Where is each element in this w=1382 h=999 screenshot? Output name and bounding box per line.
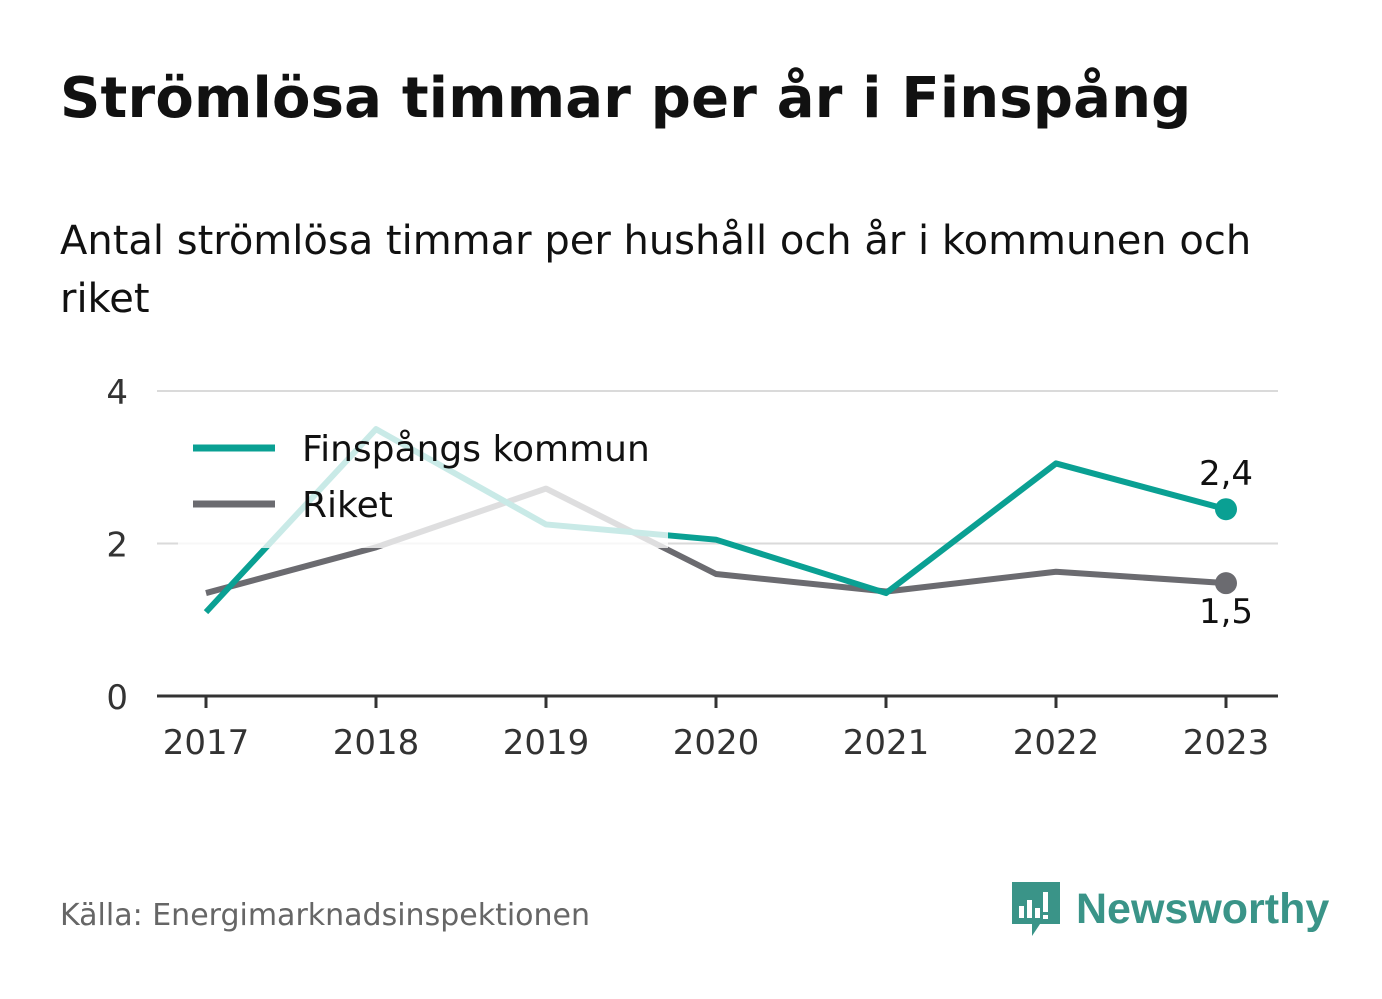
newsworthy-logo-icon	[1012, 882, 1060, 936]
x-tick-label: 2019	[503, 723, 590, 763]
data-label: 1,5	[1199, 592, 1253, 632]
x-tick-label: 2018	[333, 723, 420, 763]
brand-logo[interactable]: Newsworthy	[1010, 878, 1329, 940]
y-tick-label: 0	[106, 678, 128, 718]
legend-label: Riket	[302, 485, 393, 526]
y-tick-label: 2	[106, 526, 128, 566]
x-tick-label: 2017	[163, 723, 250, 763]
end-marker	[1215, 498, 1237, 521]
end-marker	[1215, 572, 1237, 595]
series-lines	[178, 420, 1237, 615]
source-note: Källa: Energimarknadsinspektionen	[60, 898, 591, 933]
end-labels: 2,4 1,5	[1199, 454, 1253, 632]
y-tick-label: 4	[106, 373, 128, 413]
x-axis: 2017 2018 2019 2020 2021 2022 2023	[157, 694, 1278, 763]
legend: Finspångs kommun Riket	[193, 429, 650, 526]
legend-label: Finspångs kommun	[302, 429, 650, 470]
brand-name: Newsworthy	[1076, 884, 1330, 933]
data-label: 2,4	[1199, 454, 1253, 494]
x-tick-label: 2023	[1183, 723, 1270, 763]
x-tick-label: 2021	[843, 723, 930, 763]
x-tick-label: 2020	[673, 723, 760, 763]
chart-subtitle: Antal strömlösa timmar per hushåll och å…	[60, 218, 1252, 322]
legend-backdrop	[178, 420, 668, 548]
y-axis: 0 2 4	[106, 373, 128, 718]
x-tick-label: 2022	[1013, 723, 1100, 763]
chart-title: Strömlösa timmar per år i Finspång	[60, 66, 1192, 131]
